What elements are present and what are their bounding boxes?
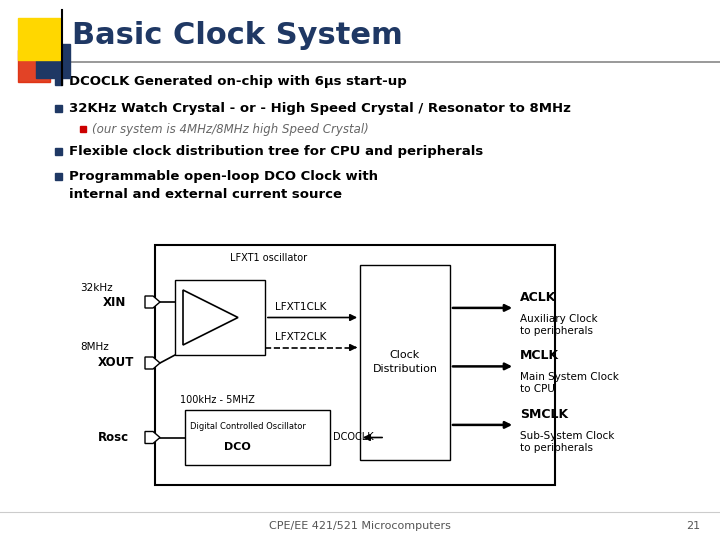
Bar <box>55 78 62 85</box>
Text: XIN: XIN <box>103 295 127 308</box>
Bar <box>175 280 265 355</box>
Text: (our system is 4MHz/8MHz high Speed Crystal): (our system is 4MHz/8MHz high Speed Crys… <box>92 123 369 136</box>
Text: internal and external current source: internal and external current source <box>69 188 342 201</box>
Polygon shape <box>145 431 160 443</box>
Text: ACLK: ACLK <box>520 291 557 304</box>
Text: 8MHz: 8MHz <box>80 342 109 352</box>
Text: LFXT1 oscillator: LFXT1 oscillator <box>230 253 307 263</box>
Text: Digital Controlled Oscillator: Digital Controlled Oscillator <box>190 422 306 431</box>
Text: MCLK: MCLK <box>520 349 559 362</box>
Text: to peripherals: to peripherals <box>520 443 593 453</box>
Text: DCOCLK: DCOCLK <box>333 433 374 442</box>
Text: Distribution: Distribution <box>372 364 438 375</box>
Text: LFXT1CLK: LFXT1CLK <box>275 302 326 313</box>
Text: Auxiliary Clock: Auxiliary Clock <box>520 314 598 324</box>
Text: DCOCLK Generated on-chip with 6μs start-up: DCOCLK Generated on-chip with 6μs start-… <box>69 75 407 88</box>
Bar <box>55 148 62 155</box>
Text: 32kHz: 32kHz <box>80 283 112 293</box>
Polygon shape <box>145 357 160 369</box>
Bar <box>80 126 86 132</box>
Bar <box>18 18 60 60</box>
Text: Sub-System Clock: Sub-System Clock <box>520 431 614 441</box>
Polygon shape <box>145 296 160 308</box>
Text: Programmable open-loop DCO Clock with: Programmable open-loop DCO Clock with <box>69 170 378 183</box>
Bar <box>55 105 62 112</box>
Bar <box>18 50 50 82</box>
Bar <box>360 265 450 460</box>
Polygon shape <box>183 290 238 345</box>
Text: SMCLK: SMCLK <box>520 408 568 421</box>
Text: Rosc: Rosc <box>98 431 129 444</box>
Text: to peripherals: to peripherals <box>520 326 593 336</box>
Bar <box>55 173 62 180</box>
Bar <box>155 245 555 485</box>
Bar <box>185 410 330 465</box>
Text: Clock: Clock <box>390 350 420 361</box>
Text: 21: 21 <box>686 521 700 531</box>
Text: Main System Clock: Main System Clock <box>520 373 619 382</box>
Text: Flexible clock distribution tree for CPU and peripherals: Flexible clock distribution tree for CPU… <box>69 145 483 158</box>
Text: Basic Clock System: Basic Clock System <box>72 21 402 50</box>
Text: 100kHz - 5MHZ: 100kHz - 5MHZ <box>180 395 255 405</box>
Text: 32KHz Watch Crystal - or - High Speed Crystal / Resonator to 8MHz: 32KHz Watch Crystal - or - High Speed Cr… <box>69 102 571 115</box>
Bar <box>36 44 70 78</box>
Text: DCO: DCO <box>224 442 251 452</box>
Text: to CPU: to CPU <box>520 384 555 394</box>
Text: LFXT2CLK: LFXT2CLK <box>275 333 326 342</box>
Text: XOUT: XOUT <box>98 356 135 369</box>
Text: CPE/EE 421/521 Microcomputers: CPE/EE 421/521 Microcomputers <box>269 521 451 531</box>
